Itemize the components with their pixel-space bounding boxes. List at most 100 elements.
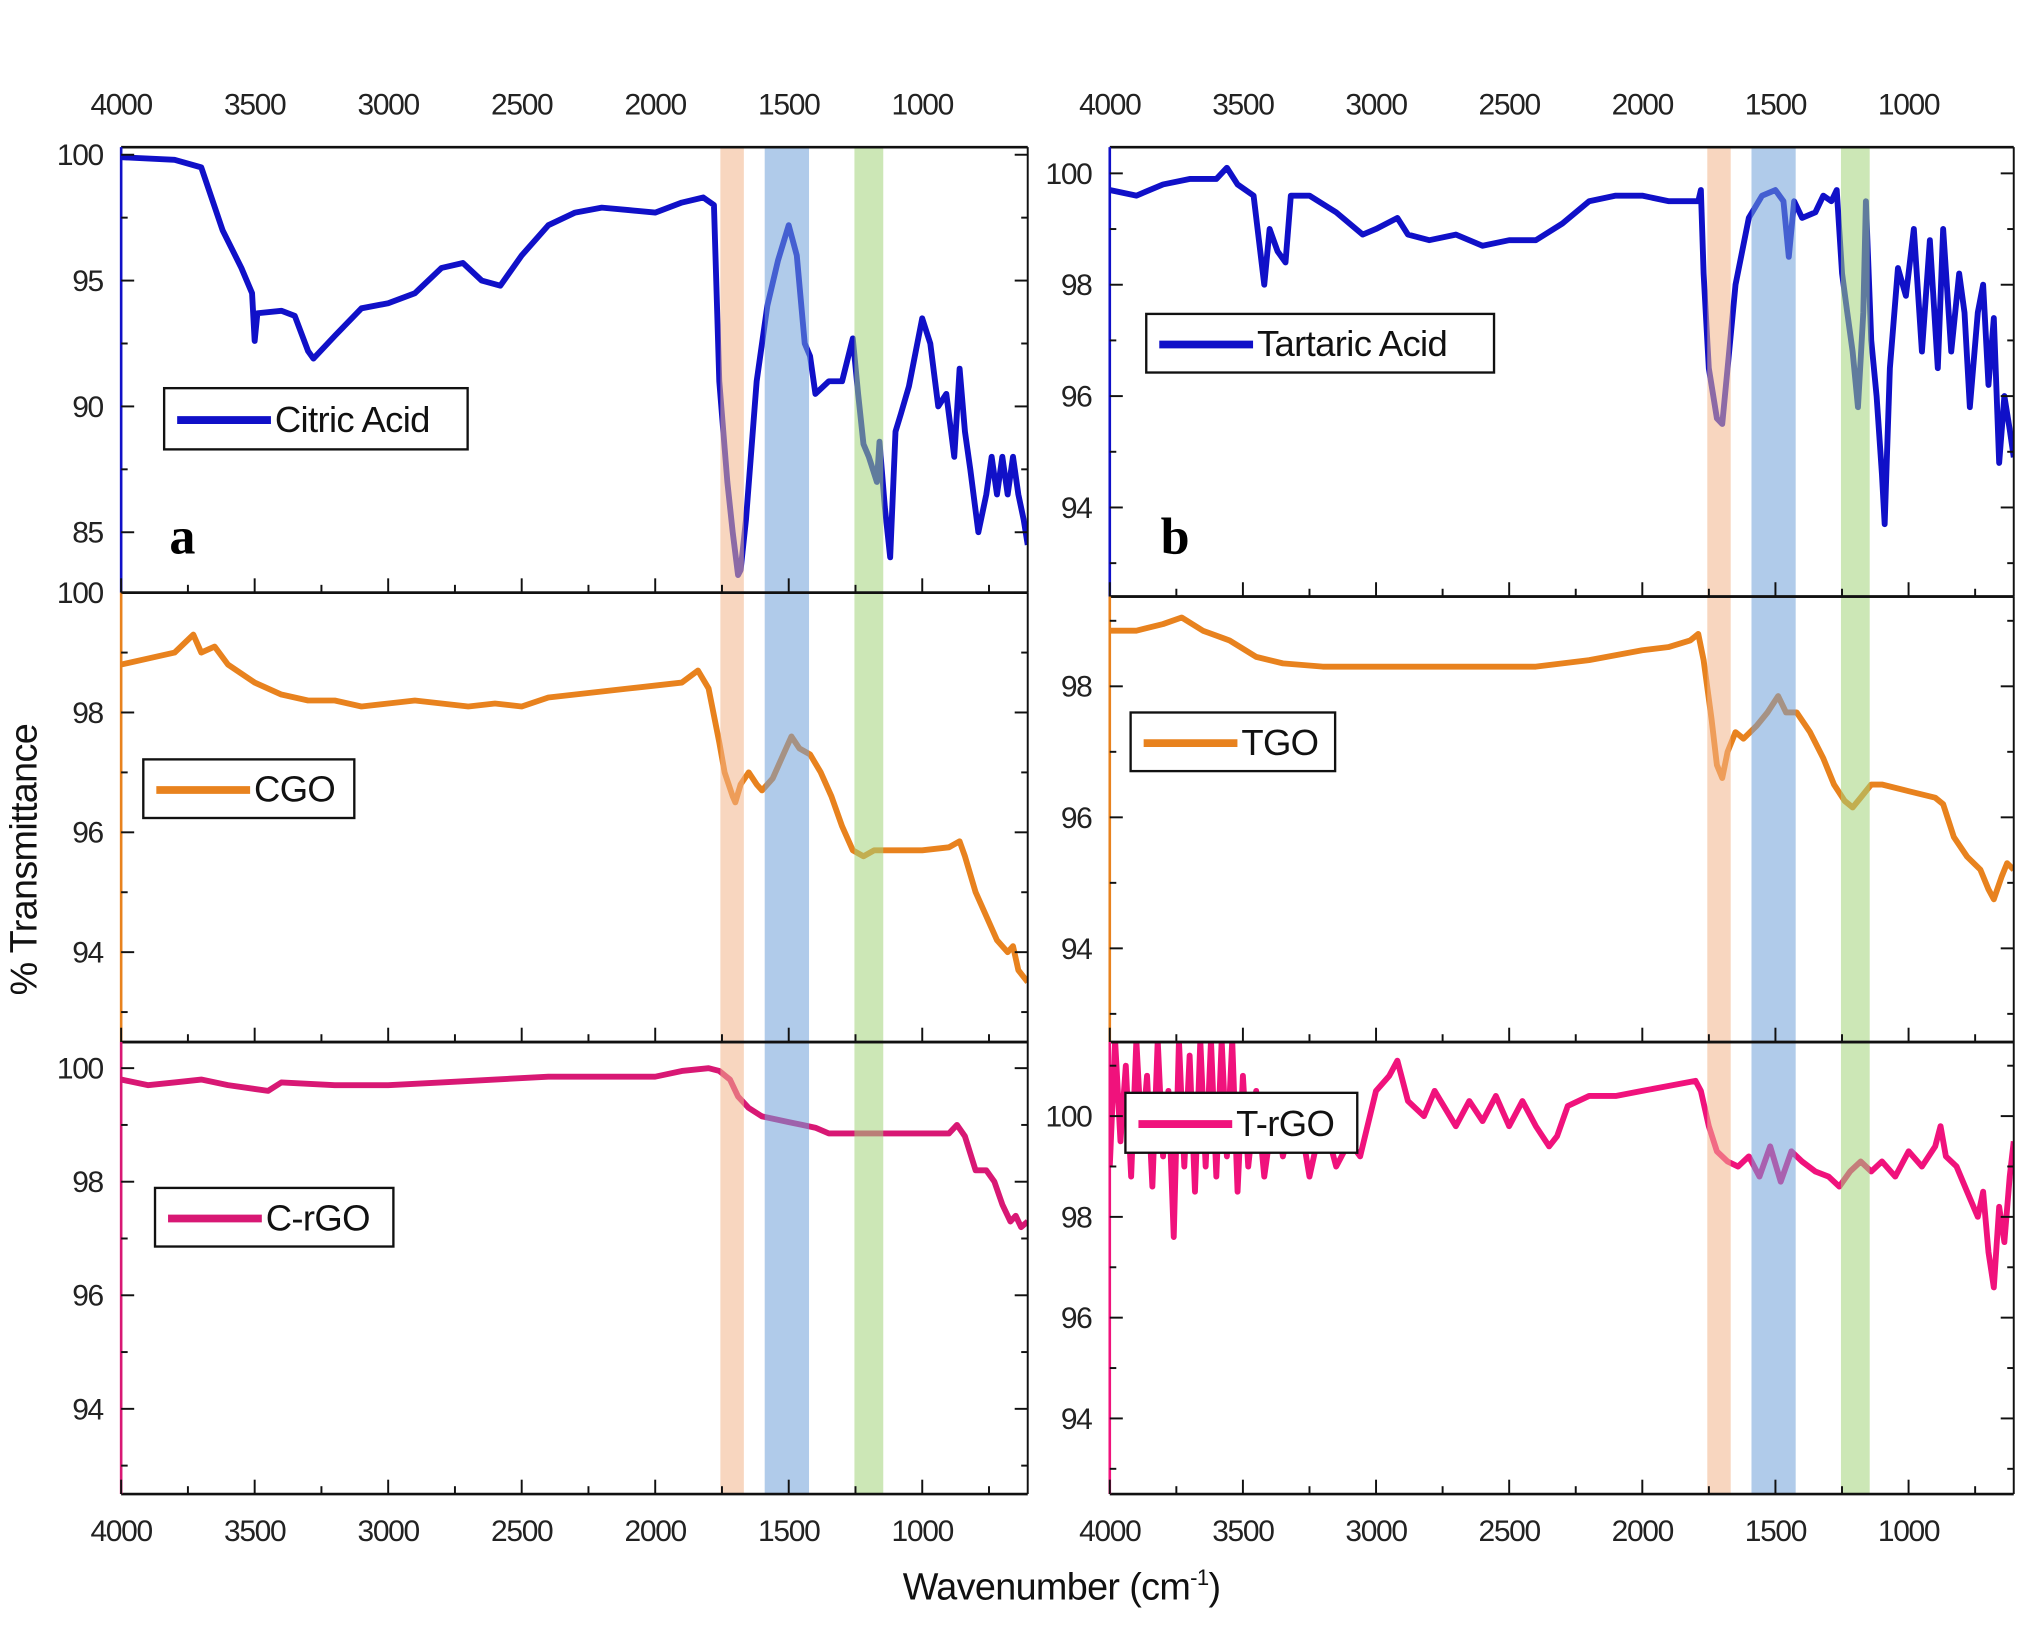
y-tick-label: 100 — [1046, 158, 1093, 191]
band-1-bottom-left — [764, 1042, 810, 1495]
y-axis-title: % Transmittance — [3, 724, 45, 995]
band-0-bottom-left — [720, 1042, 744, 1495]
legend-label: Citric Acid — [275, 399, 430, 440]
y-tick-label: 100 — [1046, 1101, 1093, 1134]
legend-top-right: Tartaric Acid — [1145, 312, 1496, 374]
y-tick-label: 98 — [72, 697, 103, 730]
labels: a b % Transmittance Wavenumber (cm-1) — [3, 509, 1221, 1609]
x-axis-title-close: ) — [1209, 1567, 1221, 1609]
panel-bottom-left — [121, 1065, 1028, 1231]
y-tick-label: 95 — [72, 265, 103, 298]
legend-label: Tartaric Acid — [1257, 323, 1447, 364]
y-tick-label: 94 — [72, 1393, 103, 1426]
y-tick-label: 96 — [1061, 1302, 1092, 1335]
y-tick-label: 94 — [1061, 933, 1092, 966]
band-0-middle-left — [720, 592, 744, 1043]
band-0-top-right — [1707, 147, 1731, 597]
y-tick-label: 94 — [1061, 1403, 1092, 1436]
x-tick-label-bottom: 2000 — [625, 1515, 687, 1548]
band-2-middle-left — [854, 592, 884, 1043]
legend-label: T-rGO — [1236, 1103, 1334, 1144]
x-tick-label-top: 2500 — [491, 89, 553, 122]
x-tick-label-bottom: 1500 — [758, 1515, 820, 1548]
y-tick-label: 100 — [57, 577, 104, 610]
x-tick-label-top: 2000 — [625, 89, 687, 122]
y-tick-label: 100 — [57, 1053, 104, 1086]
x-tick-label-top: 2000 — [1612, 89, 1674, 122]
y-tick-label: 98 — [72, 1166, 103, 1199]
x-tick-label-bottom: 1000 — [892, 1515, 954, 1548]
band-1-top-right — [1751, 147, 1796, 597]
band-2-bottom-left — [854, 1042, 884, 1495]
x-tick-label-bottom: 2500 — [1478, 1515, 1540, 1548]
x-tick-label-top: 2500 — [1478, 89, 1540, 122]
band-0-bottom-right — [1707, 1042, 1731, 1495]
panels — [121, 154, 2014, 1291]
y-tick-label: 94 — [1061, 492, 1092, 525]
highlight-bands — [720, 147, 1870, 1495]
y-tick-label: 96 — [72, 817, 103, 850]
panel-bottom-right — [1109, 1042, 2014, 1291]
x-tick-label-top: 1000 — [892, 89, 954, 122]
band-1-bottom-right — [1751, 1042, 1796, 1495]
legend-label: C-rGO — [266, 1197, 370, 1238]
y-tick-label: 96 — [1061, 802, 1092, 835]
x-tick-label-bottom: 4000 — [90, 1515, 152, 1548]
y-tick-label: 98 — [1061, 269, 1092, 302]
y-tick-label: 94 — [72, 937, 103, 970]
x-axis-title: Wavenumber (cm-1) — [903, 1565, 1221, 1608]
band-1-top-left — [764, 147, 810, 593]
legend-label: TGO — [1241, 722, 1318, 763]
x-tick-label-bottom: 3500 — [1212, 1515, 1274, 1548]
panel-middle-right — [1109, 614, 2014, 903]
panel-letter-a: a — [169, 509, 195, 566]
x-axis-title-text: Wavenumber (cm — [903, 1567, 1190, 1609]
x-tick-label-top: 3000 — [357, 89, 419, 122]
legend-top-left: Citric Acid — [162, 386, 469, 451]
x-tick-label-bottom: 2000 — [1612, 1515, 1674, 1548]
series-line-bottom-left — [121, 1065, 1028, 1231]
y-tick-label: 96 — [1061, 381, 1092, 414]
axes-bottom-right: 4000 3500 3000 2500 2000 1500 1000 100 98 96 94 — [1046, 1040, 2015, 1548]
x-tick-label-bottom: 1500 — [1745, 1515, 1807, 1548]
band-2-bottom-right — [1840, 1042, 1870, 1495]
x-tick-label-top: 1500 — [758, 89, 820, 122]
axes-middle-right: 98 96 94 — [1061, 595, 2015, 1044]
x-axis-title-sup: -1 — [1190, 1565, 1209, 1590]
y-tick-label: 100 — [57, 139, 104, 172]
x-tick-label-bottom: 4000 — [1079, 1515, 1141, 1548]
legend-middle-right: TGO — [1129, 711, 1337, 773]
panel-top-left — [121, 154, 1028, 579]
band-1-middle-right — [1751, 596, 1796, 1043]
band-1-middle-left — [764, 592, 810, 1043]
x-tick-label-top: 4000 — [90, 89, 152, 122]
band-0-top-left — [720, 147, 744, 593]
band-2-top-left — [854, 147, 884, 593]
x-tick-label-top: 1500 — [1745, 89, 1807, 122]
legend-middle-left: CGO — [142, 758, 356, 820]
series-line-middle-right — [1109, 614, 2014, 903]
axes-bottom-left: 4000 3500 3000 2500 2000 1500 1000 100 98 96 94 — [57, 1040, 1029, 1548]
panel-letter-b: b — [1161, 509, 1190, 566]
x-tick-label-top: 3000 — [1345, 89, 1407, 122]
x-tick-label-top: 3500 — [1212, 89, 1274, 122]
series-line-top-left — [121, 154, 1028, 579]
x-tick-label-bottom: 3000 — [357, 1515, 419, 1548]
x-tick-label-bottom: 1000 — [1878, 1515, 1940, 1548]
legend-bottom-left: C-rGO — [153, 1186, 395, 1248]
y-tick-label: 98 — [1061, 671, 1092, 704]
y-tick-label: 96 — [72, 1280, 103, 1313]
y-tick-label: 98 — [1061, 1201, 1092, 1234]
series-line-bottom-right — [1109, 1042, 2014, 1291]
x-tick-label-top: 3500 — [224, 89, 286, 122]
x-tick-label-bottom: 3000 — [1345, 1515, 1407, 1548]
band-0-middle-right — [1707, 596, 1731, 1043]
x-tick-label-top: 1000 — [1878, 89, 1940, 122]
y-tick-label: 90 — [72, 391, 103, 424]
y-tick-label: 85 — [72, 517, 103, 550]
x-tick-label-bottom: 3500 — [224, 1515, 286, 1548]
band-2-middle-right — [1840, 596, 1870, 1043]
legend-bottom-right: T-rGO — [1124, 1091, 1359, 1154]
x-tick-label-bottom: 2500 — [491, 1515, 553, 1548]
band-2-top-right — [1840, 147, 1870, 597]
